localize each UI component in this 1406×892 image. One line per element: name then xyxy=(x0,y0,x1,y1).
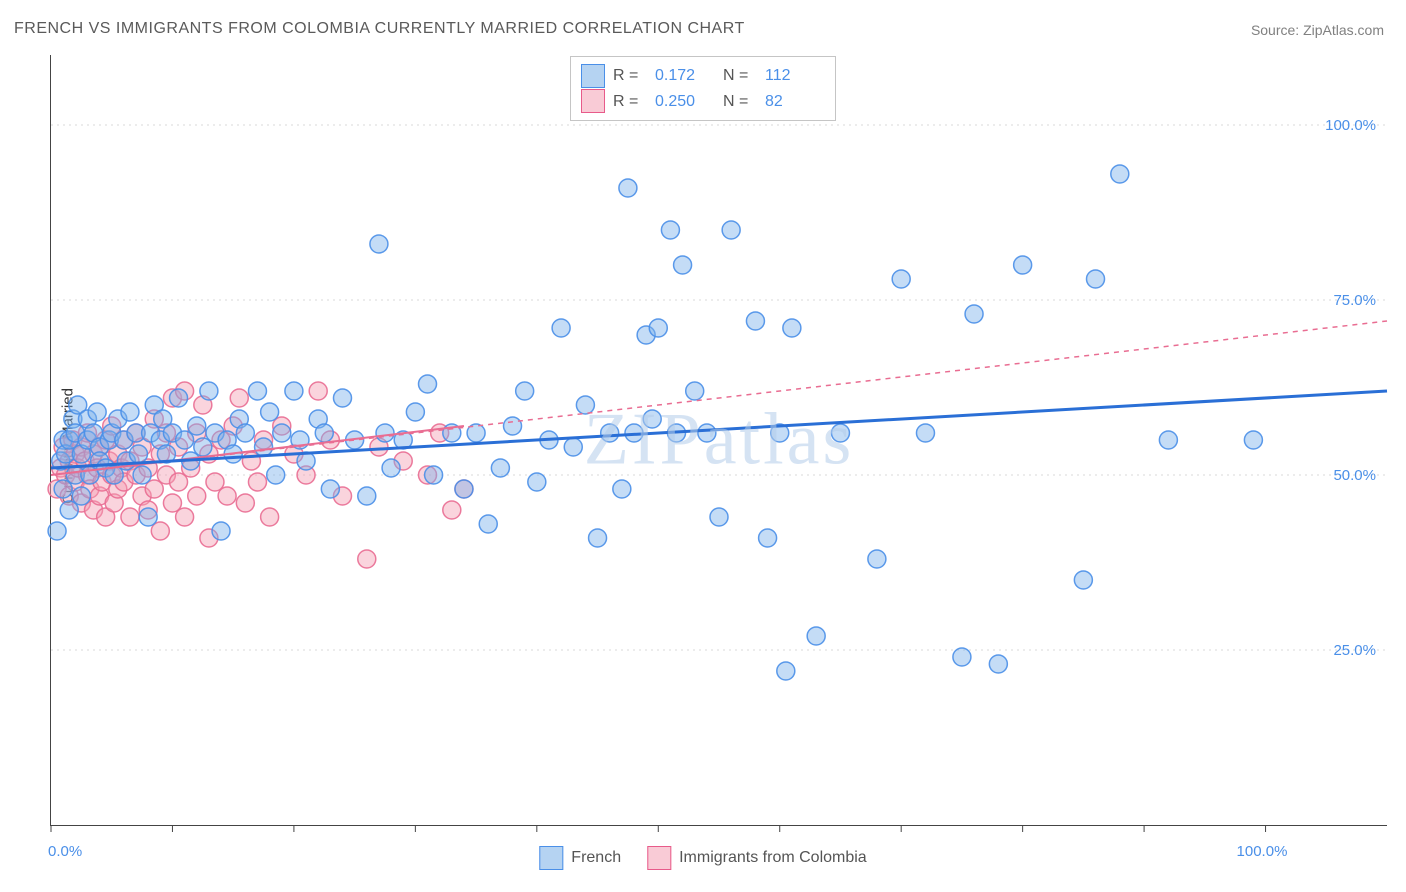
legend-r-value-blue: 0.172 xyxy=(655,63,715,89)
legend-r-label: R = xyxy=(613,63,647,89)
legend-r-label: R = xyxy=(613,89,647,115)
legend-row-blue: R = 0.172 N = 112 xyxy=(581,63,825,89)
y-tick-label: 25.0% xyxy=(1333,642,1376,659)
swatch-blue xyxy=(581,64,605,88)
legend-label-pink: Immigrants from Colombia xyxy=(679,849,867,867)
swatch-pink xyxy=(581,89,605,113)
source-attribution: Source: ZipAtlas.com xyxy=(1251,22,1384,38)
plot-area: ZIPatlas xyxy=(50,55,1387,826)
x-tick-label: 0.0% xyxy=(48,843,82,860)
chart-container: FRENCH VS IMMIGRANTS FROM COLOMBIA CURRE… xyxy=(0,0,1406,892)
legend-n-value-blue: 112 xyxy=(765,63,825,89)
y-tick-label: 50.0% xyxy=(1333,467,1376,484)
chart-title: FRENCH VS IMMIGRANTS FROM COLOMBIA CURRE… xyxy=(14,20,745,38)
swatch-blue xyxy=(539,846,563,870)
scatter-plot-svg xyxy=(51,55,1387,825)
legend-item-blue: French xyxy=(539,846,621,870)
legend-n-label: N = xyxy=(723,63,757,89)
y-tick-label: 75.0% xyxy=(1333,292,1376,309)
legend-row-pink: R = 0.250 N = 82 xyxy=(581,89,825,115)
source-prefix: Source: xyxy=(1251,22,1303,38)
legend-series: French Immigrants from Colombia xyxy=(539,846,866,870)
legend-correlation: R = 0.172 N = 112 R = 0.250 N = 82 xyxy=(570,56,836,121)
legend-r-value-pink: 0.250 xyxy=(655,89,715,115)
swatch-pink xyxy=(647,846,671,870)
y-tick-label: 100.0% xyxy=(1325,117,1376,134)
x-tick-label: 100.0% xyxy=(1237,843,1288,860)
legend-item-pink: Immigrants from Colombia xyxy=(647,846,867,870)
legend-n-label: N = xyxy=(723,89,757,115)
legend-n-value-pink: 82 xyxy=(765,89,825,115)
legend-label-blue: French xyxy=(571,849,621,867)
source-name: ZipAtlas.com xyxy=(1303,22,1384,38)
